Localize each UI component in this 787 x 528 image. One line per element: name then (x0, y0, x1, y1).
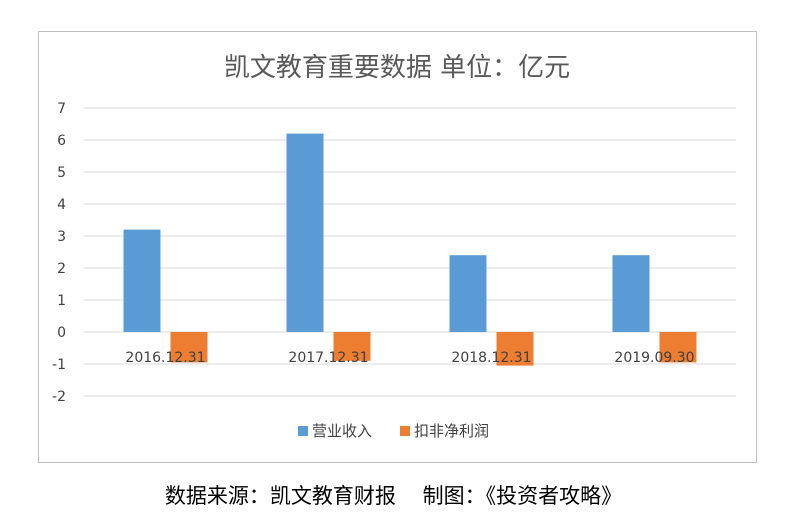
x-axis-category-labels: 2016.12.31 2017.12.31 2018.12.31 2019.09.30 (125, 350, 694, 366)
x-category-label: 2016.12.31 (125, 350, 205, 366)
bar-revenue-1 (286, 133, 324, 332)
bar-revenue-0 (123, 229, 161, 332)
source-caption: 数据来源：凯文教育财报 制图：《投资者攻略》 (164, 484, 623, 508)
y-tick-label: 1 (57, 293, 66, 309)
bars (123, 133, 697, 366)
bar-net-profit-2 (496, 332, 534, 366)
y-axis-tick-labels: 7 6 5 4 3 2 1 0 -1 -2 (52, 101, 66, 405)
bar-net-profit-1 (333, 332, 371, 361)
bar-revenue-3 (612, 255, 650, 332)
legend-swatch (298, 426, 308, 436)
bar-net-profit-0 (170, 332, 208, 363)
legend: 营业收入 扣非净利润 (298, 422, 489, 440)
y-tick-label: 7 (57, 101, 66, 117)
y-tick-label: 4 (57, 197, 66, 213)
y-tick-label: 5 (57, 165, 66, 181)
legend-label: 营业收入 (312, 422, 372, 440)
y-tick-label: 2 (57, 261, 66, 277)
bar-revenue-2 (449, 255, 487, 332)
y-tick-label: 3 (57, 229, 66, 245)
y-tick-label: -1 (52, 357, 66, 373)
y-tick-label: 0 (57, 325, 66, 341)
y-tick-label: 6 (57, 133, 66, 149)
chart-title: 凯文教育重要数据 单位：亿元 (224, 53, 570, 83)
x-category-label: 2017.12.31 (288, 350, 368, 366)
legend-swatch (400, 426, 410, 436)
bar-net-profit-3 (659, 332, 697, 363)
x-category-label: 2019.09.30 (614, 350, 694, 366)
y-tick-label: -2 (52, 389, 66, 405)
legend-label: 扣非净利润 (414, 422, 489, 440)
x-category-label: 2018.12.31 (451, 350, 531, 366)
